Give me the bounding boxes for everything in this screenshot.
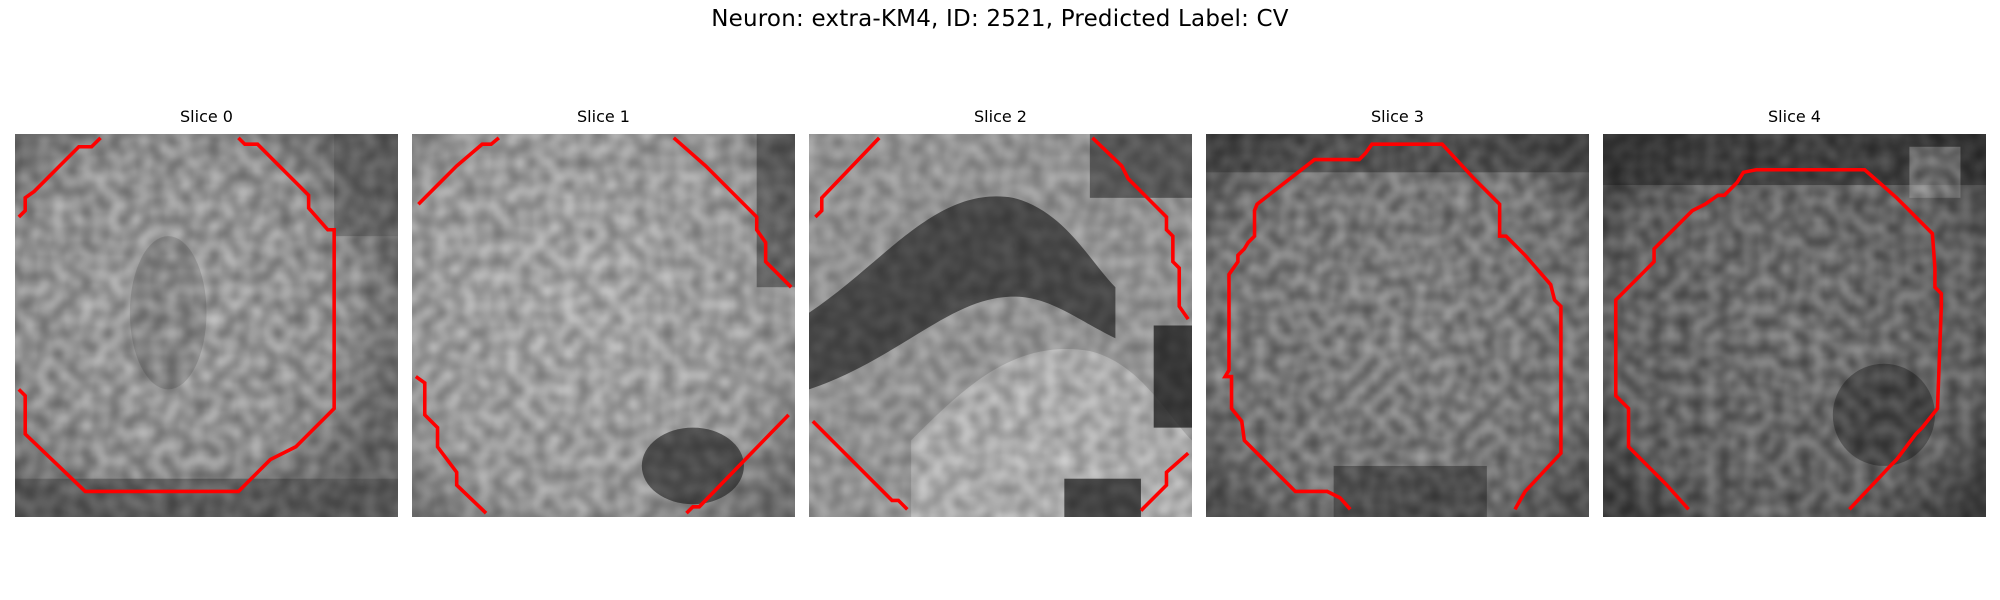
slice-title: Slice 2 bbox=[974, 107, 1027, 126]
contour-line bbox=[1221, 142, 1563, 511]
slice-image bbox=[1603, 134, 1986, 517]
contour-line bbox=[414, 375, 488, 515]
contour-line bbox=[685, 413, 790, 515]
figure-title: Neuron: extra-KM4, ID: 2521, Predicted L… bbox=[711, 6, 1289, 32]
contour-line bbox=[672, 136, 793, 289]
slice-image bbox=[809, 134, 1192, 517]
contour-line bbox=[814, 136, 881, 219]
contour-line bbox=[1139, 451, 1190, 512]
slice-title: Slice 3 bbox=[1371, 107, 1424, 126]
slice-image bbox=[15, 134, 398, 517]
contour-line bbox=[1091, 136, 1190, 321]
slice-image bbox=[412, 134, 795, 517]
slice-title: Slice 0 bbox=[180, 107, 233, 126]
contour-line bbox=[17, 136, 336, 494]
contour-line bbox=[811, 419, 909, 511]
slice-title: Slice 1 bbox=[577, 107, 630, 126]
contour-line bbox=[1613, 167, 1944, 511]
slice-title: Slice 4 bbox=[1768, 107, 1821, 126]
contour-line bbox=[17, 136, 102, 219]
slice-image bbox=[1206, 134, 1589, 517]
contour-line bbox=[417, 136, 500, 206]
